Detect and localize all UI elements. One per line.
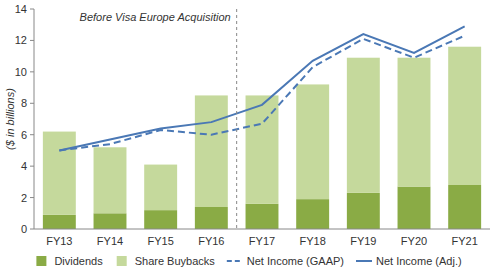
y-tick-label: 14 xyxy=(15,3,27,15)
x-tick-label: FY21 xyxy=(452,235,478,247)
legend-swatch xyxy=(227,260,243,262)
legend: Dividends Share Buybacks Net Income (GAAP)… xyxy=(36,255,461,267)
bar xyxy=(144,210,177,229)
legend-label: Net Income (Adj.) xyxy=(376,255,462,267)
y-tick-label: 4 xyxy=(21,160,27,172)
legend-item: Net Income (GAAP) xyxy=(227,255,344,267)
legend-label: Net Income (GAAP) xyxy=(247,255,344,267)
bar xyxy=(144,165,177,211)
divider xyxy=(236,9,237,229)
bar xyxy=(347,58,380,193)
y-tick xyxy=(30,229,34,230)
bar xyxy=(94,147,127,213)
x-tick-label: FY18 xyxy=(300,235,326,247)
bar xyxy=(246,204,279,229)
y-tick xyxy=(30,40,34,41)
x-tick-label: FY15 xyxy=(148,235,174,247)
y-tick xyxy=(30,103,34,104)
legend-item: Dividends xyxy=(36,255,103,267)
line xyxy=(59,36,464,151)
y-tick xyxy=(30,197,34,198)
legend-swatch xyxy=(36,256,46,266)
y-tick-label: 6 xyxy=(21,129,27,141)
annotation: Before Visa Europe Acquisition xyxy=(80,11,231,23)
bar xyxy=(195,207,228,229)
bar xyxy=(43,132,76,215)
y-tick-label: 12 xyxy=(15,34,27,46)
bar xyxy=(296,199,329,229)
bar xyxy=(94,213,127,229)
y-tick-label: 8 xyxy=(21,97,27,109)
y-tick-label: 0 xyxy=(21,223,27,235)
y-tick xyxy=(30,71,34,72)
x-tick-label: FY19 xyxy=(350,235,376,247)
bar xyxy=(296,84,329,199)
bar xyxy=(43,215,76,229)
y-tick xyxy=(30,134,34,135)
bar xyxy=(398,187,431,229)
y-tick-label: 2 xyxy=(21,192,27,204)
bar xyxy=(347,193,380,229)
legend-item: Share Buybacks xyxy=(117,255,216,267)
bar xyxy=(195,95,228,207)
x-tick-label: FY20 xyxy=(401,235,427,247)
legend-swatch xyxy=(356,260,372,262)
y-tick-label: 10 xyxy=(15,66,27,78)
legend-item: Net Income (Adj.) xyxy=(356,255,462,267)
x-axis-line xyxy=(34,229,490,230)
y-axis-label: ($ in billions) xyxy=(4,88,16,150)
plot-area xyxy=(43,26,481,229)
y-axis-line xyxy=(34,9,35,229)
bar xyxy=(448,185,481,229)
x-tick-label: FY17 xyxy=(249,235,275,247)
legend-label: Dividends xyxy=(54,255,103,267)
y-tick xyxy=(30,9,34,10)
chart: ($ in billions) 0 2 4 6 8 10 12 14 FY13 FY14 FY15 FY… xyxy=(0,0,498,275)
x-tick-label: FY13 xyxy=(46,235,72,247)
x-tick-label: FY14 xyxy=(97,235,123,247)
legend-swatch xyxy=(117,256,127,266)
line xyxy=(59,26,464,150)
legend-label: Share Buybacks xyxy=(135,255,216,267)
bar xyxy=(398,58,431,187)
bar xyxy=(448,47,481,185)
x-tick-label: FY16 xyxy=(198,235,224,247)
y-tick xyxy=(30,166,34,167)
